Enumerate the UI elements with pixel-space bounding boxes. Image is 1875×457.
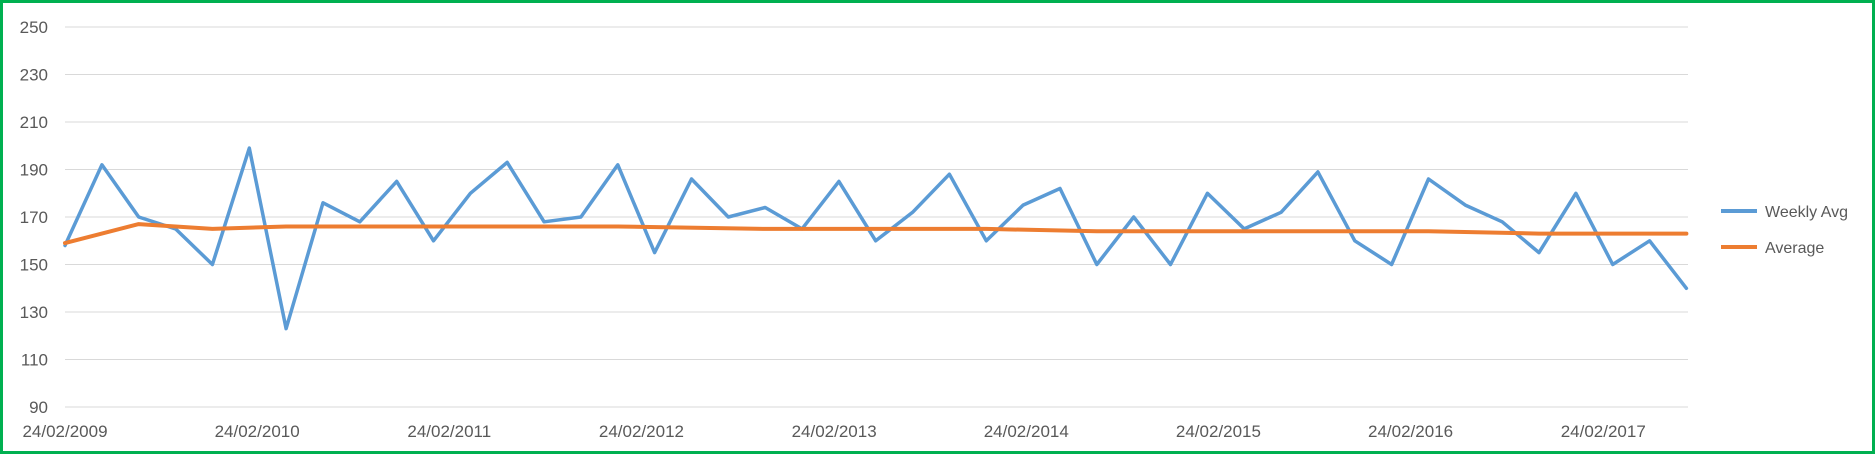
x-tick-label: 24/02/2012 — [599, 422, 684, 441]
x-tick-label: 24/02/2014 — [984, 422, 1069, 441]
x-tick-label: 24/02/2013 — [792, 422, 877, 441]
x-tick-label: 24/02/2011 — [407, 422, 491, 441]
x-tick-label: 24/02/2010 — [215, 422, 300, 441]
y-tick-label: 130 — [20, 303, 48, 322]
y-tick-label: 210 — [20, 113, 48, 132]
x-tick-label: 24/02/2016 — [1368, 422, 1453, 441]
legend: Weekly Avg Average — [1721, 204, 1848, 257]
series-line-average — [63, 222, 1689, 246]
x-tick-label: 24/02/2015 — [1176, 422, 1261, 441]
y-tick-label: 90 — [29, 398, 48, 417]
plot-area — [63, 146, 1689, 331]
legend-label: Average — [1765, 240, 1824, 257]
gridlines — [65, 26, 1688, 408]
y-axis: 90 110 130 150 170 190 210 230 250 — [20, 18, 48, 417]
x-axis: 24/02/2009 24/02/2010 24/02/2011 24/02/2012… — [22, 422, 1645, 441]
x-tick-label: 24/02/2009 — [22, 422, 107, 441]
y-tick-label: 250 — [20, 18, 48, 37]
legend-label: Weekly Avg — [1765, 204, 1848, 221]
y-tick-label: 230 — [20, 66, 48, 85]
y-tick-label: 190 — [20, 161, 48, 180]
y-tick-label: 110 — [21, 351, 48, 370]
series-line-weekly-avg — [63, 146, 1689, 331]
y-tick-label: 150 — [20, 256, 48, 275]
y-tick-label: 170 — [20, 208, 48, 227]
x-tick-label: 24/02/2017 — [1561, 422, 1646, 441]
